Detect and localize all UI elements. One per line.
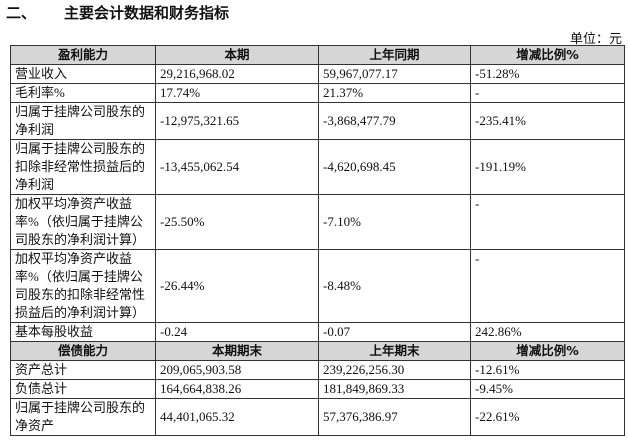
value-cell: 239,226,256.30 [318, 360, 471, 380]
header-cell: 盈利能力 [10, 45, 156, 65]
value-cell: -51.28% [470, 64, 625, 84]
row-label: 加权平均净资产收益率%（依归属于挂牌公司股东的净利润计算） [10, 194, 156, 250]
section-number: 二、 [6, 4, 37, 22]
section-heading: 二、 主要会计数据和财务指标 [6, 2, 229, 23]
value-cell: 57,376,386.97 [318, 398, 471, 436]
value-cell: -9.45% [470, 379, 625, 399]
row-label: 基本每股收益 [10, 322, 156, 342]
value-cell: -12,975,321.65 [155, 102, 319, 140]
value-cell: - [470, 194, 625, 250]
value-cell: 21.37% [318, 83, 471, 103]
value-cell: -7.10% [318, 194, 471, 250]
value-cell: -0.24 [155, 322, 319, 342]
value-cell: -3,868,477.79 [318, 102, 471, 140]
data-row: 归属于挂牌公司股东的净资产 44,401,065.32 57,376,386.97-… [10, 398, 625, 436]
row-label: 毛利率% [10, 83, 156, 103]
value-cell: - [470, 83, 625, 103]
value-cell: -22.61% [470, 398, 625, 436]
header-row: 盈利能力 本期 上年同期 增减比例% [10, 45, 625, 65]
data-row: 毛利率% 17.74% 21.37% - [10, 83, 625, 103]
section-title: 主要会计数据和财务指标 [64, 4, 230, 22]
value-cell: 181,849,869.33 [318, 379, 471, 399]
header-row: 偿债能力 本期期末 上年期末 增减比例% [10, 341, 625, 361]
row-label: 加权平均净资产收益率%（依归属于挂牌公司股东的扣除非经常性损益后的净利润计算） [10, 249, 156, 323]
row-label: 资产总计 [10, 360, 156, 380]
value-cell: 44,401,065.32 [155, 398, 319, 436]
value-cell: -0.07 [318, 322, 471, 342]
data-row: 加权平均净资产收益率%（依归属于挂牌公司股东的净利润计算） -25.50% -7.1… [10, 194, 625, 250]
value-cell: -26.44% [155, 249, 319, 323]
value-cell: 59,967,077.17 [318, 64, 471, 84]
header-cell: 增减比例% [470, 341, 625, 361]
value-cell: 242.86% [470, 322, 625, 342]
header-cell: 偿债能力 [10, 341, 156, 361]
value-cell: -191.19% [470, 139, 625, 195]
data-row: 基本每股收益 -0.24 -0.07 242.86% [10, 322, 625, 342]
unit-label: 单位：元 [569, 31, 622, 46]
value-cell: -12.61% [470, 360, 625, 380]
value-cell: -4,620,698.45 [318, 139, 471, 195]
data-row: 资产总计 209,065,903.58 239,226,256.30 -12.61% [10, 360, 625, 380]
row-label: 归属于挂牌公司股东的净利润 [10, 102, 156, 140]
row-label: 归属于挂牌公司股东的净资产 [10, 398, 156, 436]
header-cell: 本期 [155, 45, 319, 65]
financial-table: 盈利能力 本期 上年同期 增减比例% 营业收入 29,216,968.02 59,967,0… [10, 45, 625, 436]
value-cell: 29,216,968.02 [155, 64, 319, 84]
header-cell: 本期期末 [155, 341, 319, 361]
data-row: 营业收入 29,216,968.02 59,967,077.17 -51.28% [10, 64, 625, 84]
data-row: 加权平均净资产收益率%（依归属于挂牌公司股东的扣除非经常性损益后的净利润计算） -… [10, 249, 625, 323]
data-row: 归属于挂牌公司股东的扣除非经常性损益后的净利润 -13,455,062.54 -4,… [10, 139, 625, 195]
value-cell: - [470, 249, 625, 323]
data-row: 负债总计 164,664,838.26 181,849,869.33 -9.45% [10, 379, 625, 399]
header-cell: 上年期末 [318, 341, 471, 361]
value-cell: 164,664,838.26 [155, 379, 319, 399]
row-label: 营业收入 [10, 64, 156, 84]
value-cell: -235.41% [470, 102, 625, 140]
value-cell: -25.50% [155, 194, 319, 250]
row-label: 归属于挂牌公司股东的扣除非经常性损益后的净利润 [10, 139, 156, 195]
data-row: 归属于挂牌公司股东的净利润 -12,975,321.65 -3,868,477.79… [10, 102, 625, 140]
header-cell: 上年同期 [318, 45, 471, 65]
row-label: 负债总计 [10, 379, 156, 399]
value-cell: 209,065,903.58 [155, 360, 319, 380]
value-cell: -8.48% [318, 249, 471, 323]
value-cell: -13,455,062.54 [155, 139, 319, 195]
value-cell: 17.74% [155, 83, 319, 103]
header-cell: 增减比例% [470, 45, 625, 65]
